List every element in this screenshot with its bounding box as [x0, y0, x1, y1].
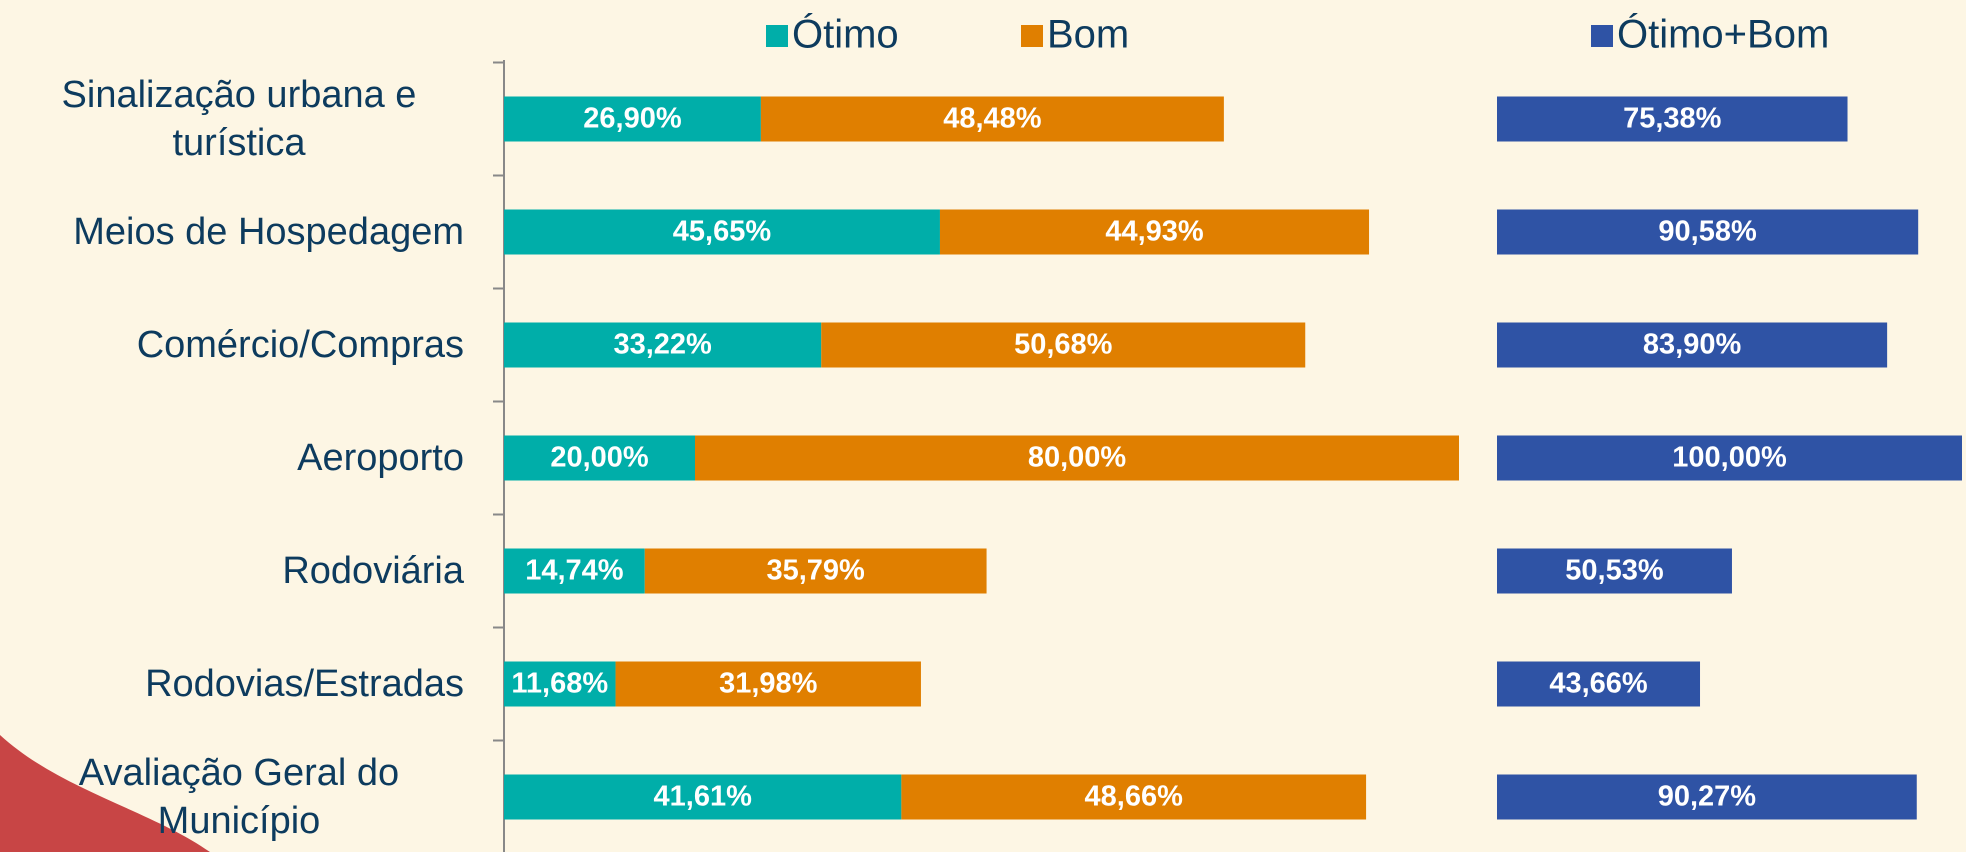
- legend-swatch: [1591, 25, 1613, 47]
- value-label: 100,00%: [1672, 442, 1787, 474]
- value-label: 11,68%: [511, 668, 608, 700]
- value-label: 90,27%: [1658, 781, 1757, 813]
- value-label: 43,66%: [1549, 668, 1648, 700]
- value-label: 35,79%: [766, 555, 865, 587]
- value-label: 26,90%: [583, 103, 682, 135]
- value-label: 20,00%: [550, 442, 649, 474]
- legend-label: Ótimo: [792, 12, 899, 57]
- legend-swatch: [1021, 25, 1043, 47]
- value-label: 50,53%: [1565, 555, 1664, 587]
- value-label: 48,48%: [943, 103, 1042, 135]
- category-label: Comércio/Compras: [137, 321, 464, 369]
- value-label: 50,68%: [1014, 329, 1113, 361]
- value-label: 45,65%: [673, 216, 772, 248]
- value-label: 44,93%: [1105, 216, 1204, 248]
- category-label: Meios de Hospedagem: [73, 208, 464, 256]
- page: Ótimo 26,90% 45,65% 33,22% 20,00% 14,74% 11,68…: [0, 0, 1966, 852]
- value-label: 48,66%: [1085, 781, 1184, 813]
- value-label: 75,38%: [1623, 103, 1722, 135]
- value-label: 14,74%: [525, 555, 624, 587]
- legend-label: Ótimo+Bom: [1617, 12, 1829, 57]
- value-label: 80,00%: [1028, 442, 1127, 474]
- value-label: 31,98%: [719, 668, 818, 700]
- value-label: 33,22%: [613, 329, 712, 361]
- value-label: 41,61%: [654, 781, 753, 813]
- category-label: Aeroporto: [297, 434, 464, 482]
- legend-swatch: [766, 25, 788, 47]
- category-label: Sinalização urbana e turística: [14, 71, 464, 167]
- category-label: Rodoviária: [282, 547, 464, 595]
- category-label: Rodovias/Estradas: [145, 660, 464, 708]
- value-label: 90,58%: [1658, 216, 1757, 248]
- value-label: 83,90%: [1643, 329, 1742, 361]
- legend-label: Bom: [1047, 13, 1129, 57]
- category-label: Avaliação Geral do Município: [14, 749, 464, 845]
